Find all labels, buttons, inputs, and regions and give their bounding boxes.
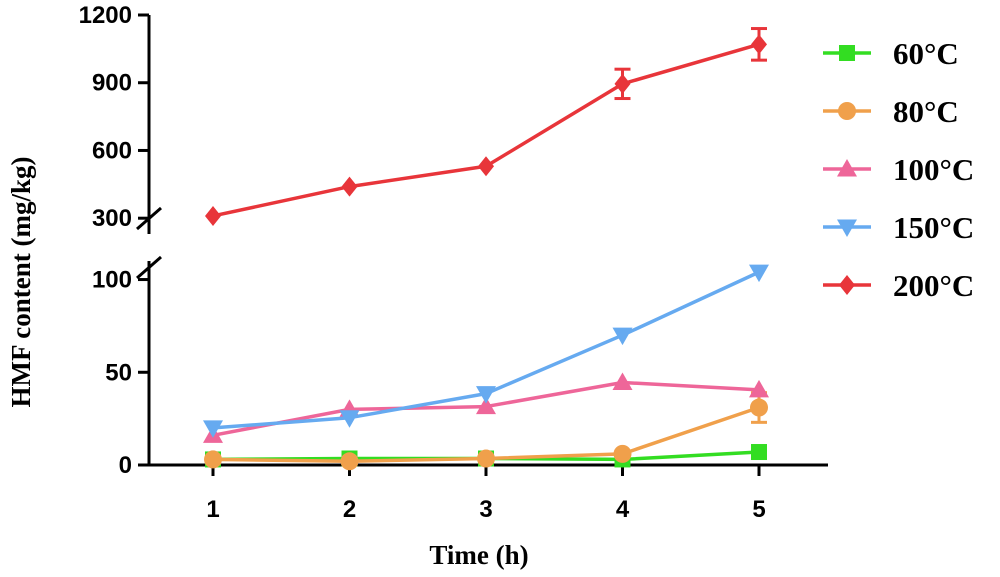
legend-label: 60°C [893, 36, 959, 71]
data-point [613, 444, 632, 463]
series-line [212, 42, 760, 218]
data-point [749, 379, 769, 398]
legend-item: 80°C [823, 94, 959, 129]
x-tick-label: 1 [206, 496, 219, 523]
data-point [751, 34, 767, 55]
data-point [612, 327, 633, 346]
data-point [203, 420, 223, 438]
data-point [614, 73, 631, 94]
data-point [612, 372, 633, 390]
data-point [476, 386, 496, 404]
axes: 0 50 100 300 600 900 1200 1 2 3 4 5 [79, 2, 828, 523]
series-150CC [203, 264, 769, 438]
data-point [340, 452, 359, 471]
legend: 60°C 80°C 100°C 150°C 200°C [823, 36, 974, 303]
y-tick-label: 100 [92, 267, 132, 294]
y-tick-label: 300 [92, 205, 132, 232]
legend-marker [838, 102, 856, 120]
legend-item: 150°C [823, 210, 974, 245]
x-tick-label: 5 [752, 496, 765, 523]
data-point [205, 205, 221, 226]
y-tick-label: 50 [105, 359, 132, 386]
data-point [341, 176, 358, 197]
y-tick-label: 600 [92, 137, 132, 164]
legend-label: 200°C [893, 268, 974, 303]
y-axis-title: HMF content (mg/kg) [6, 157, 36, 408]
x-axis-title: Time (h) [429, 540, 528, 570]
legend-marker [837, 159, 857, 177]
legend-item: 60°C [823, 36, 959, 71]
y-tick-label: 0 [119, 452, 132, 479]
series-200CC [205, 27, 767, 226]
x-tick-label: 4 [616, 496, 630, 523]
legend-marker [837, 219, 857, 237]
data-point [750, 398, 768, 417]
legend-item: 100°C [823, 152, 974, 187]
axis-break-mark-lower [136, 255, 162, 280]
data-point [749, 264, 769, 283]
legend-marker [839, 275, 855, 295]
y-tick-label: 900 [92, 70, 132, 97]
x-tick-label: 3 [479, 496, 492, 523]
series-group [203, 27, 769, 471]
x-tick-label: 2 [343, 496, 356, 523]
data-point [204, 450, 222, 469]
legend-label: 100°C [893, 152, 974, 187]
legend-label: 80°C [893, 94, 959, 129]
data-point [339, 410, 360, 428]
data-point [478, 156, 494, 177]
data-point [476, 396, 496, 415]
legend-marker [839, 45, 855, 61]
legend-item: 200°C [823, 268, 974, 303]
legend-label: 150°C [893, 210, 974, 245]
y-tick-label: 1200 [79, 2, 132, 29]
data-point [477, 449, 495, 468]
data-point [751, 444, 767, 461]
